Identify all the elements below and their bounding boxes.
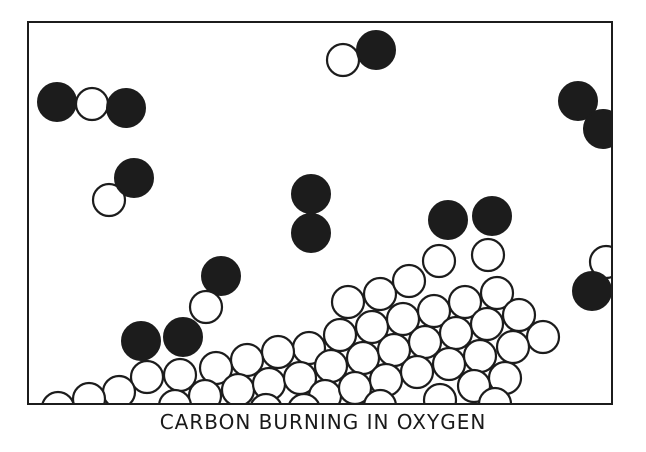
oxygen-atom [470, 237, 506, 273]
oxygen-atom [479, 275, 515, 311]
oxygen-atom [322, 317, 358, 353]
oxygen-atom [469, 306, 505, 342]
oxygen-atom [447, 284, 483, 320]
oxygen-atom [399, 354, 435, 390]
oxygen-atom [525, 319, 561, 355]
oxygen-atom [187, 378, 223, 404]
oxygen-atom [438, 315, 474, 351]
carbon-atom [201, 256, 241, 296]
oxygen-atom [330, 284, 366, 320]
carbon-atom [572, 271, 612, 311]
oxygen-atom [188, 289, 224, 325]
carbon-atom [558, 81, 598, 121]
oxygen-atom [422, 382, 458, 404]
carbon-atom [356, 30, 396, 70]
diagram-frame [27, 21, 613, 405]
oxygen-atom [363, 388, 397, 404]
carbon-atom [37, 82, 77, 122]
carbon-atom [106, 88, 146, 128]
oxygen-atom [287, 392, 321, 404]
oxygen-atom [74, 86, 110, 122]
oxygen-atom [477, 386, 513, 404]
oxygen-atom [431, 346, 467, 382]
carbon-atom [472, 196, 512, 236]
oxygen-atom [421, 243, 457, 279]
oxygen-atom [495, 329, 531, 365]
oxygen-atom [391, 263, 427, 299]
carbon-atom [428, 200, 468, 240]
carbon-atom [163, 317, 203, 357]
carbon-atom [291, 213, 331, 253]
carbon-atom [121, 321, 161, 361]
carbon-atom [583, 109, 612, 149]
oxygen-atom [249, 392, 283, 404]
oxygen-atom [220, 372, 256, 404]
oxygen-atom [71, 381, 107, 404]
carbon-atom [114, 158, 154, 198]
oxygen-atom [91, 182, 127, 218]
oxygen-atom [158, 388, 192, 404]
diagram-caption: CARBON BURNING IN OXYGEN [159, 410, 487, 434]
oxygen-atom [260, 334, 296, 370]
oxygen-atom [416, 293, 452, 329]
oxygen-atom [129, 359, 165, 395]
oxygen-atom [362, 276, 398, 312]
carbon-atom [291, 174, 331, 214]
oxygen-atom [462, 338, 498, 374]
oxygen-atom [41, 390, 75, 404]
oxygen-atom [325, 42, 361, 78]
